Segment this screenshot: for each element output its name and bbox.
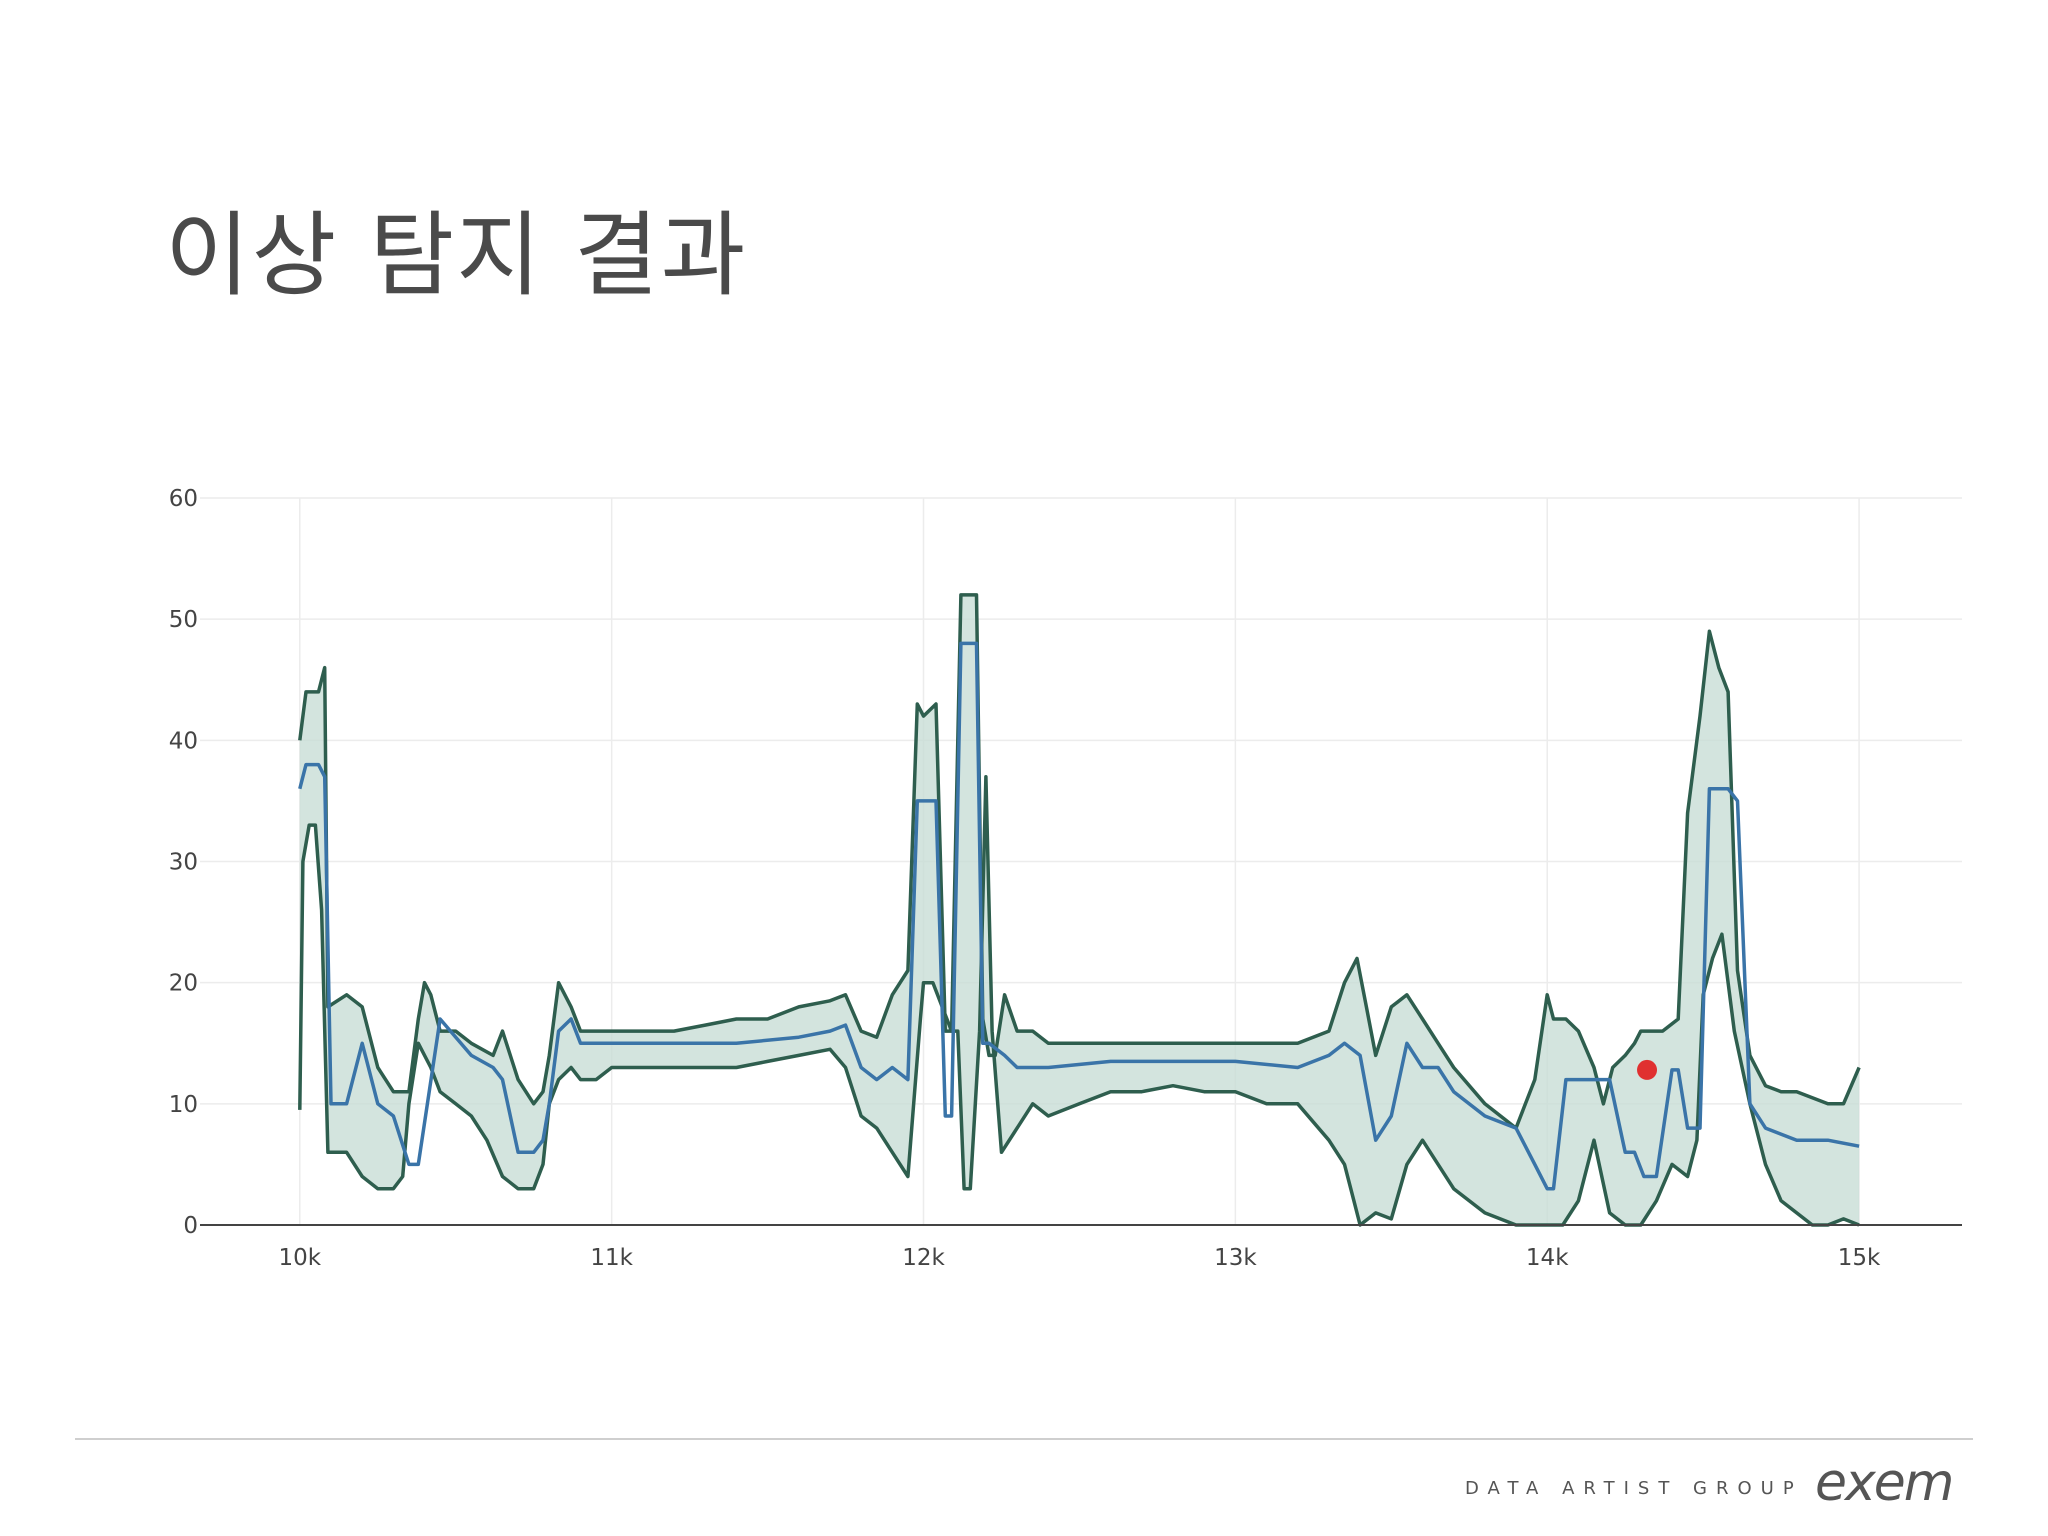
confidence-band [299, 594, 1860, 1225]
mean-line [298, 641, 1860, 1191]
band-fill [299, 594, 1860, 1225]
y-tick-label: 10 [169, 1092, 198, 1118]
x-tick-label: 13k [1214, 1245, 1257, 1271]
upper-bound-line [298, 593, 1861, 1130]
anomaly-point [1637, 1059, 1658, 1080]
x-tick-label: 10k [278, 1245, 321, 1271]
company-logo: exem [1815, 1453, 1954, 1513]
y-tick-label: 20 [169, 971, 198, 997]
footer-divider [75, 1438, 1973, 1440]
slide-title: 이상 탐지 결과 [165, 202, 748, 309]
y-tick-label: 30 [169, 850, 198, 876]
axes: 0 10 20 30 40 50 60 10k 11k 12k 13k 14k 15k [169, 486, 1962, 1271]
footer-tagline: DATA ARTIST GROUP [1465, 1478, 1803, 1499]
y-tick-label: 50 [169, 607, 198, 633]
x-tick-label: 11k [590, 1245, 633, 1271]
anomaly-points [1637, 1059, 1658, 1080]
x-tick-label: 12k [902, 1245, 945, 1271]
y-tick-label: 40 [169, 728, 198, 754]
y-tick-label: 60 [169, 486, 198, 512]
y-tick-label: 0 [183, 1213, 198, 1239]
x-tick-label: 14k [1526, 1245, 1569, 1271]
x-tick-label: 15k [1838, 1245, 1881, 1271]
